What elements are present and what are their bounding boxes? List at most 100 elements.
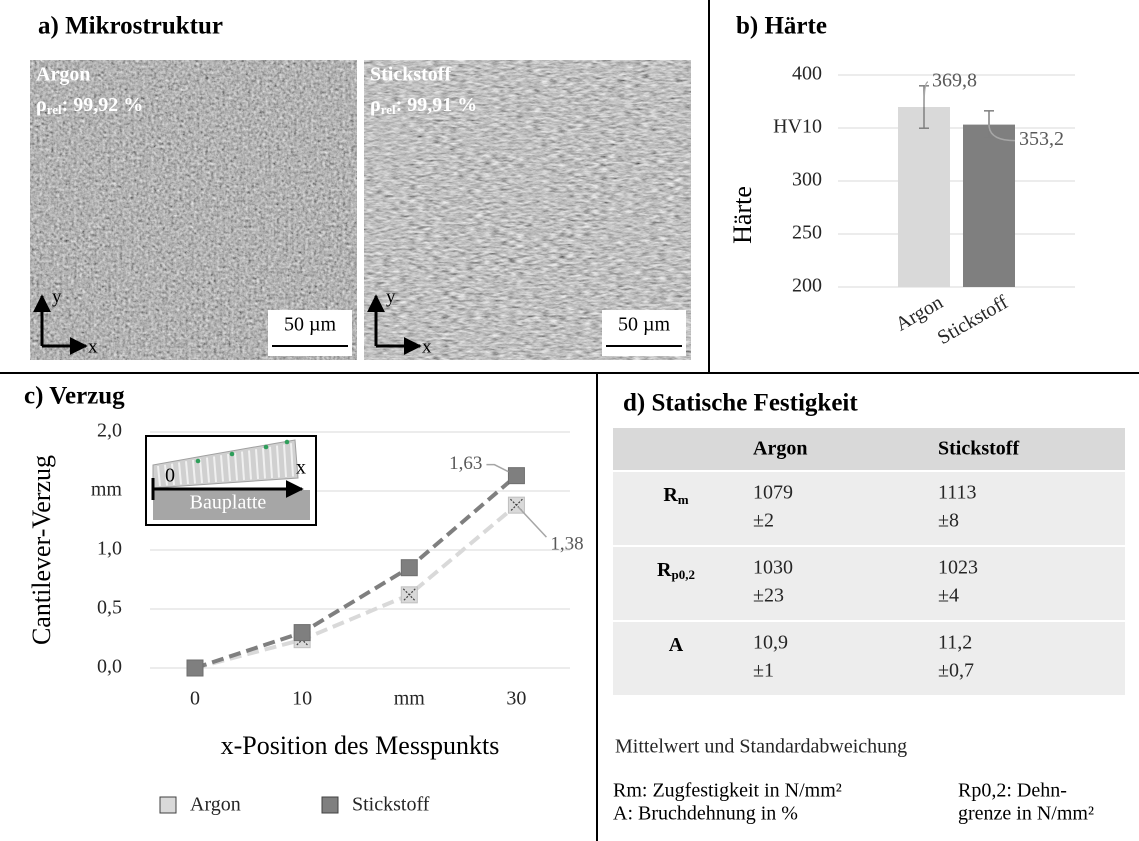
table-row-bg — [613, 622, 1125, 695]
marker — [186, 659, 204, 677]
inset-comb — [276, 445, 280, 478]
inset-comb — [171, 463, 175, 486]
cell-sd: ±8 — [938, 510, 959, 532]
x-tick-label: 30 — [506, 688, 526, 710]
cell-sd: ±4 — [938, 585, 959, 607]
table-row-bg — [613, 547, 1125, 620]
axis-x-label: x — [422, 336, 432, 357]
inset-comb — [255, 449, 259, 480]
bar — [963, 124, 1015, 287]
inset-comb — [234, 452, 238, 481]
inset-comb — [199, 458, 203, 484]
inset-comb — [178, 462, 182, 485]
table-note: grenze in N/mm² — [958, 803, 1094, 825]
value-label: 1,63 — [449, 453, 482, 474]
y-tick-label: 0,0 — [97, 656, 122, 678]
y-tick-label: 2,0 — [97, 420, 122, 442]
inset-plate — [153, 490, 310, 520]
scale-box — [268, 310, 352, 356]
image-label: Argon — [36, 64, 90, 86]
marker — [400, 559, 418, 577]
axis-x-label: x — [88, 336, 98, 357]
inset-comb — [227, 453, 231, 482]
table-note: Rp0,2: Dehn- — [958, 780, 1067, 802]
marker — [507, 467, 525, 485]
y-axis-title: Cantilever-Verzug — [27, 455, 56, 645]
density-label: ρrel: 99,92 % — [36, 94, 143, 117]
cell-mean: 1113 — [938, 482, 977, 504]
table-row-bg — [613, 472, 1125, 545]
series-line — [194, 503, 518, 670]
inset-comb — [192, 459, 196, 484]
panel-title: b) Härte — [736, 13, 827, 40]
table-note: A: Bruchdehnung in % — [613, 803, 798, 825]
inset-comb — [241, 451, 245, 481]
inset-dot — [263, 444, 269, 450]
y-tick-label: mm — [91, 479, 123, 501]
inset-comb — [262, 447, 266, 479]
inset-plate-label: Bauplatte — [190, 492, 267, 514]
inset-origin: 0 — [165, 465, 175, 487]
density-index: rel — [381, 102, 396, 117]
y-tick-label: 400 — [792, 63, 822, 85]
legend-swatch — [159, 796, 177, 814]
column-header: Stickstoff — [938, 438, 1019, 460]
inset-cantilever — [152, 439, 299, 489]
row-index: p0,2 — [671, 567, 694, 582]
leader-line — [923, 81, 929, 108]
density-index: rel — [47, 102, 62, 117]
x-axis-title: x-Position des Messpunkts — [221, 731, 500, 760]
leader-line — [486, 463, 509, 473]
value-label: 1,38 — [550, 534, 583, 555]
marker — [293, 624, 311, 642]
leader-line — [517, 506, 547, 538]
cell-sd: ±2 — [753, 510, 774, 532]
panel-title: d) Statische Festigkeit — [623, 390, 858, 417]
inset-comb — [185, 461, 189, 485]
y-axis-title: Härte — [728, 186, 757, 244]
cell-sd: ±1 — [753, 660, 774, 682]
x-tick-label: Stickstoff — [934, 291, 1012, 349]
legend-label: Argon — [190, 794, 241, 816]
cell-mean: 10,9 — [753, 632, 788, 654]
density-symbol: ρ — [370, 94, 381, 116]
density-value: : 99,92 % — [62, 94, 144, 116]
y-tick-label: 200 — [792, 275, 822, 297]
row-symbol: R — [657, 559, 672, 581]
row-header: Rp0,2 — [657, 559, 695, 582]
row-index: m — [678, 492, 689, 507]
axis-y-label: y — [386, 286, 396, 307]
inset-comb — [157, 465, 161, 487]
cell-sd: ±0,7 — [938, 660, 974, 682]
inset-comb — [248, 450, 252, 480]
inset-dot — [229, 451, 235, 457]
inset-dot — [284, 439, 290, 445]
table-header-bg — [613, 428, 1125, 470]
bar — [898, 107, 950, 288]
panel-title: c) Verzug — [24, 383, 125, 410]
panel-title: a) Mikrostruktur — [38, 13, 223, 40]
x-tick-label: mm — [394, 688, 426, 710]
scale-label: 50 µm — [284, 314, 337, 336]
legend-swatch — [321, 796, 339, 814]
inset-comb — [220, 455, 224, 482]
row-header: A — [669, 634, 684, 656]
image-label: Stickstoff — [370, 64, 451, 86]
inset-comb — [164, 464, 168, 486]
y-tick-label: 250 — [792, 222, 822, 244]
column-header: Argon — [753, 438, 807, 460]
y-tick-label: 300 — [792, 169, 822, 191]
inset-comb — [206, 457, 210, 483]
x-tick-label: 10 — [292, 688, 312, 710]
axis-y-label: y — [52, 286, 62, 307]
legend-label: Stickstoff — [352, 794, 430, 816]
inset-comb — [269, 446, 273, 479]
cell-sd: ±23 — [753, 585, 784, 607]
density-value: : 99,91 % — [396, 94, 478, 116]
inset-comb — [213, 456, 217, 483]
density-symbol: ρ — [36, 94, 47, 116]
row-header: Rm — [663, 484, 688, 507]
row-symbol: A — [669, 634, 684, 656]
row-symbol: R — [663, 484, 678, 506]
